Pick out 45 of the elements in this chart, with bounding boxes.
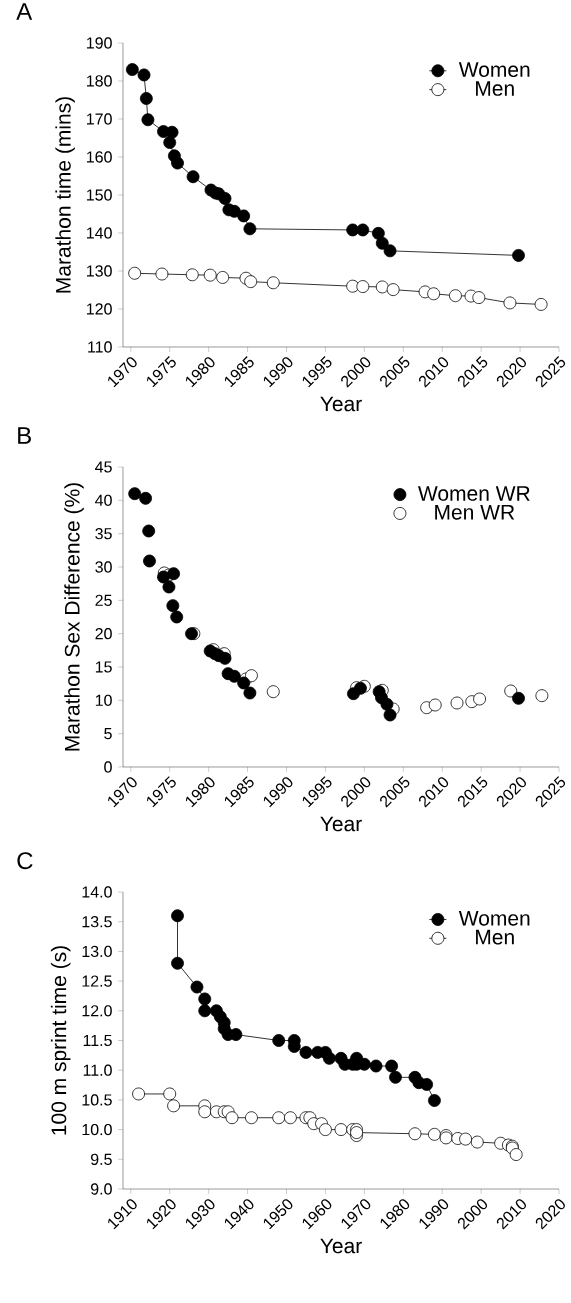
y-tick-label: 160 — [86, 151, 112, 163]
y-tick-label: 5 — [104, 728, 112, 740]
y-tick-label: 0 — [104, 761, 112, 773]
y-tick-label: 10.0 — [82, 1123, 112, 1136]
y-tick-label: 130 — [86, 265, 112, 277]
x-axis-title: Year — [320, 396, 362, 412]
y-tick-label: 180 — [86, 75, 112, 87]
y-tick-label: 30 — [95, 561, 112, 573]
y-tick-label: 10 — [95, 694, 112, 706]
chart-title: B — [18, 427, 31, 444]
y-tick-label: 20 — [95, 628, 112, 640]
y-tick-label: 11.5 — [83, 1034, 112, 1047]
y-tick-label: 13.0 — [82, 945, 112, 958]
legend-label: Women WR — [418, 486, 530, 501]
y-tick-label: 9.5 — [90, 1153, 112, 1165]
y-tick-label: 170 — [86, 113, 112, 125]
y-tick-label: 190 — [86, 37, 112, 49]
y-tick-label: 14.0 — [82, 886, 112, 898]
chart-title: C — [17, 852, 33, 870]
y-tick-label: 40 — [95, 494, 112, 506]
y-axis-title: Marathon time (mins) — [55, 97, 75, 293]
x-axis-title: Year — [320, 1238, 362, 1254]
y-tick-label: 15 — [95, 661, 112, 673]
y-tick-label: 10.5 — [82, 1094, 112, 1106]
y-tick-label: 35 — [95, 528, 112, 540]
legend-label: Men — [476, 929, 514, 945]
y-tick-label: 120 — [86, 303, 112, 315]
y-tick-label: 11.0 — [83, 1064, 112, 1076]
legend-label: Men — [476, 81, 514, 96]
y-tick-label: 150 — [86, 189, 112, 201]
y-tick-label: 13.5 — [82, 916, 112, 928]
y-tick-label: 25 — [95, 594, 112, 606]
y-tick-label: 12.0 — [82, 1005, 112, 1017]
y-axis-title: Marathon Sex Difference (%) — [64, 483, 84, 751]
y-tick-label: 9.0 — [90, 1183, 112, 1195]
y-tick-label: 45 — [95, 461, 112, 473]
y-tick-label: 110 — [88, 341, 112, 353]
y-axis-title: 100 m sprint time (s) — [50, 946, 71, 1135]
chart-title: A — [16, 3, 33, 20]
y-tick-label: 12.5 — [82, 975, 112, 987]
legend-label: Women — [458, 911, 530, 926]
x-axis-title: Year — [320, 816, 362, 832]
y-tick-label: 140 — [86, 227, 112, 239]
legend-label: Women — [458, 62, 530, 78]
legend-label: Men WR — [435, 505, 515, 520]
